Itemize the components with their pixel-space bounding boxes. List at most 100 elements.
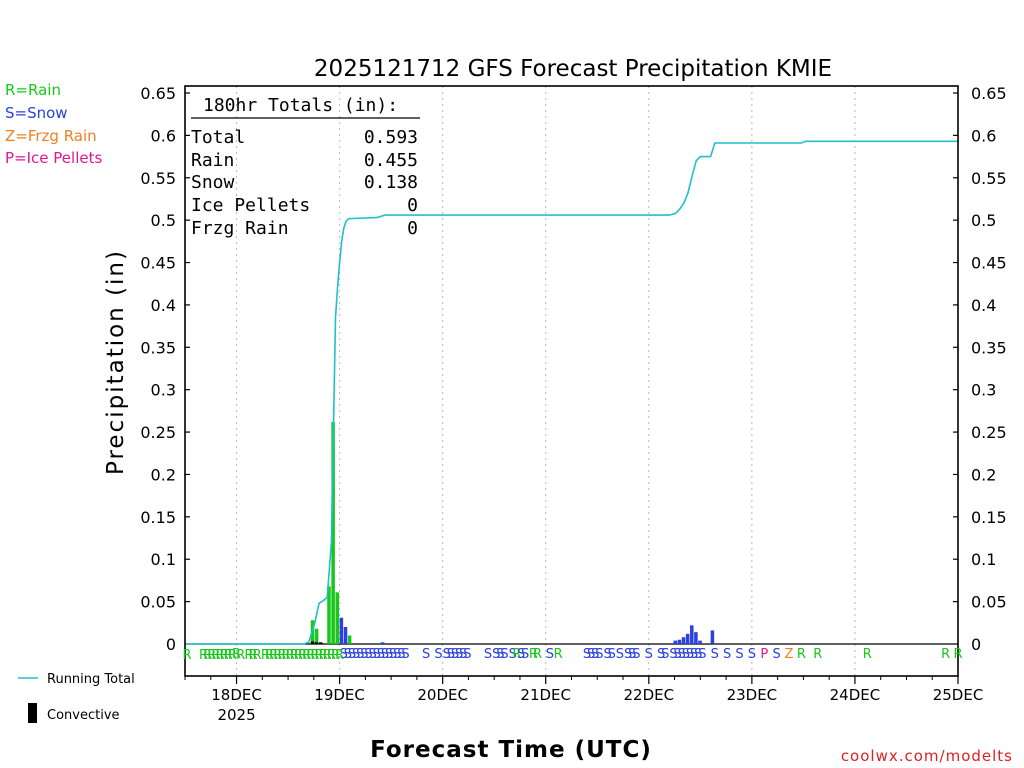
ptype-marker: S: [496, 647, 504, 662]
ptype-marker: R: [302, 648, 311, 663]
ptype-marker: S: [517, 647, 525, 662]
ptype-marker: R: [220, 648, 229, 663]
y-tick-label-left: 0.1: [151, 550, 176, 569]
convective-legend-swatch: [28, 703, 37, 723]
ptype-marker: S: [546, 647, 554, 662]
y-tick-label-right: 0.55: [971, 169, 1007, 188]
x-tick-label: 22DEC: [624, 686, 675, 704]
ptype-marker: R: [286, 648, 295, 663]
y-tick-label-right: 0.15: [971, 508, 1007, 527]
totals-label-snow: Snow: [191, 172, 235, 193]
y-tick-label-right: 0.2: [971, 465, 996, 484]
y-tick-label-left: 0.6: [151, 126, 176, 145]
totals-value-ice-pellets: 0: [407, 195, 418, 216]
snow-bar: [710, 630, 715, 644]
ptype-marker: R: [331, 648, 340, 663]
ptype-marker: R: [253, 648, 262, 663]
ptype-marker: R: [273, 648, 282, 663]
ptype-marker: S: [348, 647, 356, 662]
y-tick-label-left: 0.2: [151, 465, 176, 484]
ptype-marker: S: [451, 647, 459, 662]
totals-value-rain: 0.455: [364, 150, 418, 171]
ptype-marker: R: [941, 647, 950, 662]
ptype-marker: S: [595, 647, 603, 662]
running-total-line: [185, 140, 958, 645]
ptype-marker: R: [294, 648, 303, 663]
ptype-marker: S: [340, 647, 348, 662]
convective-bar: [310, 641, 315, 644]
ptype-marker: S: [645, 647, 653, 662]
y-tick-label-right: 0.4: [971, 296, 996, 315]
ptype-marker: S: [385, 647, 393, 662]
ptype-marker: S: [381, 647, 389, 662]
ptype-marker: S: [682, 647, 690, 662]
ptype-marker: R: [327, 648, 336, 663]
convective-legend-label: Convective: [47, 708, 120, 723]
snow-bar: [343, 627, 348, 644]
totals-value-snow: 0.138: [364, 172, 418, 193]
x-tick-sublabel: 2025: [217, 706, 255, 724]
ptype-marker: S: [748, 647, 756, 662]
ptype-marker: R: [953, 647, 962, 662]
ptype-marker: S: [735, 647, 743, 662]
ptype-marker: R: [863, 647, 872, 662]
legend-snow: S=Snow: [5, 104, 68, 122]
y-tick-label-left: 0.35: [140, 338, 176, 357]
y-axis-right: 0.65 0.6 0.55 0.5 0.45 0.4 0.35 0.3 0.25 0.2 0.15 0…: [953, 84, 1007, 654]
ptype-marker: S: [492, 647, 500, 662]
ptype-marker: S: [463, 647, 471, 662]
ptype-marker: R: [228, 648, 237, 663]
ptype-marker: R: [216, 648, 225, 663]
x-tick-label: 19DEC: [314, 686, 365, 704]
totals-value-total: 0.593: [364, 127, 418, 148]
ptype-marker: R: [554, 647, 563, 662]
ptype-marker: S: [360, 647, 368, 662]
rain-bar: [327, 586, 331, 644]
y-tick-label-right: 0.1: [971, 550, 996, 569]
y-tick-label-right: 0.5: [971, 211, 996, 230]
ptype-marker: S: [657, 647, 665, 662]
snow-bar: [694, 632, 698, 644]
ptype-marker: R: [281, 648, 290, 663]
ptype-marker: S: [698, 647, 706, 662]
y-tick-label-left: 0.3: [151, 381, 176, 400]
ptype-marker: S: [632, 647, 640, 662]
ptype-marker: S: [678, 647, 686, 662]
ptype-marker: R: [533, 647, 542, 662]
ptype-marker: S: [509, 647, 517, 662]
snow-bar: [380, 642, 385, 644]
snow-bar: [339, 617, 344, 644]
ptype-marker: R: [249, 648, 258, 663]
totals-box: 180hr Totals (in): Total 0.593 Rain 0.45…: [191, 95, 420, 239]
ptype-marker: S: [694, 647, 702, 662]
ptype-marker: S: [711, 647, 719, 662]
ptype-marker: S: [447, 647, 455, 662]
ptype-marker: R: [335, 648, 344, 663]
y-tick-label-right: 0: [971, 635, 981, 654]
y-tick-label-left: 0.5: [151, 211, 176, 230]
ptype-marker: R: [265, 648, 274, 663]
ptype-marker: S: [364, 647, 372, 662]
ptype-marker: S: [624, 647, 632, 662]
snow-bar: [698, 640, 702, 644]
x-tick-label: 20DEC: [417, 686, 468, 704]
ptype-marker: R: [314, 648, 323, 663]
rain-bar: [335, 592, 339, 644]
snow-bar: [673, 640, 678, 644]
y-tick-label-left: 0.4: [151, 296, 176, 315]
totals-label-frzg-rain: Frzg Rain: [191, 218, 289, 239]
ptype-marker: R: [261, 648, 270, 663]
ptype-marker: R: [319, 648, 328, 663]
totals-label-total: Total: [191, 127, 245, 148]
y-tick-label-right: 0.65: [971, 84, 1007, 103]
y-tick-label-right: 0.05: [971, 593, 1007, 612]
ptype-marker: S: [455, 647, 463, 662]
ptype-marker: R: [277, 648, 286, 663]
ptype-marker: R: [813, 647, 822, 662]
y-tick-label-right: 0.3: [971, 381, 996, 400]
ptype-marker: R: [232, 647, 241, 662]
ptype-marker: R: [199, 648, 208, 663]
ptype-marker: Z: [785, 647, 794, 662]
